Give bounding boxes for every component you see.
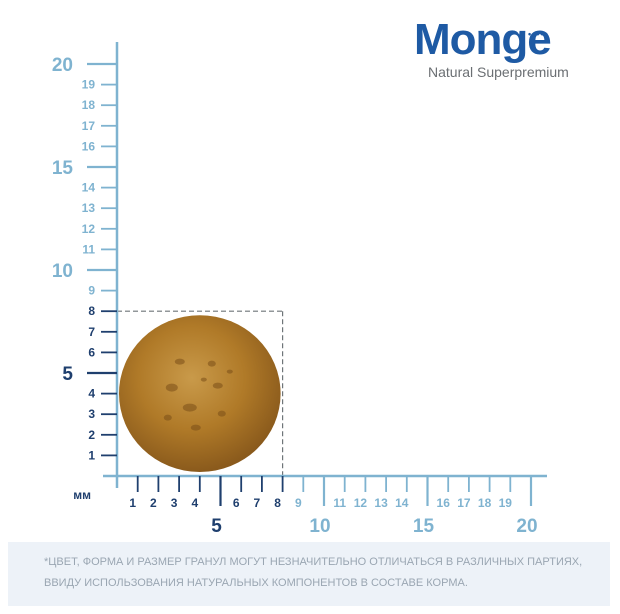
- unit-label: мм: [73, 488, 91, 502]
- footnote-line-1: *ЦВЕТ, ФОРМА И РАЗМЕР ГРАНУЛ МОГУТ НЕЗНА…: [44, 556, 583, 568]
- y-tick-label-9: 9: [88, 284, 95, 298]
- x-tick-label-9: 9: [295, 496, 302, 510]
- kibble-texture-spot: [217, 410, 226, 417]
- brand-tagline: Natural Superpremium: [428, 64, 569, 80]
- y-tick-label-3: 3: [88, 407, 95, 421]
- x-tick-label-11: 11: [333, 496, 346, 510]
- y-major-label-5: 5: [62, 364, 73, 385]
- y-tick-label-7: 7: [88, 325, 95, 339]
- y-tick-label-8: 8: [88, 304, 95, 318]
- kibble-texture-spot: [200, 377, 207, 382]
- footnote-line-2: ВВИДУ ИСПОЛЬЗОВАНИЯ НАТУРАЛЬНЫХ КОМПОНЕН…: [44, 577, 468, 589]
- kibble-texture-spot: [163, 414, 172, 421]
- kibble-texture-spot: [182, 403, 197, 412]
- x-major-label-5: 5: [211, 516, 222, 537]
- x-tick-label-4: 4: [191, 496, 198, 510]
- y-tick-label-14: 14: [82, 181, 96, 195]
- brand-name: Monge •••••: [414, 18, 604, 62]
- y-major-label-20: 20: [52, 55, 73, 76]
- x-tick-label-1: 1: [129, 496, 136, 510]
- y-tick-label-1: 1: [88, 448, 95, 462]
- y-tick-label-16: 16: [82, 139, 96, 153]
- brand-logo: Monge ••••• Natural Superpremium: [414, 18, 604, 81]
- x-tick-label-12: 12: [354, 496, 368, 510]
- y-tick-label-4: 4: [88, 387, 95, 401]
- kibble-texture-spot: [207, 360, 216, 367]
- kibble-texture-spot: [190, 424, 201, 431]
- y-tick-label-18: 18: [82, 98, 96, 112]
- y-tick-label-2: 2: [88, 428, 95, 442]
- x-tick-label-16: 16: [437, 496, 451, 510]
- y-major-label-10: 10: [52, 261, 73, 282]
- x-major-label-20: 20: [516, 516, 537, 537]
- y-tick-label-19: 19: [82, 78, 96, 92]
- x-tick-label-18: 18: [478, 496, 492, 510]
- x-major-label-10: 10: [309, 516, 330, 537]
- kibble-texture-spot: [165, 383, 178, 392]
- x-tick-label-6: 6: [233, 496, 240, 510]
- y-tick-label-17: 17: [82, 119, 96, 133]
- x-tick-label-14: 14: [395, 496, 409, 510]
- y-tick-label-6: 6: [88, 345, 95, 359]
- kibble-texture-spot: [212, 382, 223, 389]
- y-major-label-15: 15: [52, 158, 74, 179]
- x-tick-label-13: 13: [374, 496, 388, 510]
- x-tick-label-19: 19: [499, 496, 513, 510]
- disclaimer-footnote: *ЦВЕТ, ФОРМА И РАЗМЕР ГРАНУЛ МОГУТ НЕЗНА…: [8, 542, 610, 606]
- x-tick-label-7: 7: [254, 496, 261, 510]
- y-tick-label-13: 13: [82, 201, 96, 215]
- y-tick-label-11: 11: [82, 242, 95, 256]
- kibble-texture-spot: [226, 369, 233, 374]
- x-tick-label-17: 17: [457, 496, 471, 510]
- y-tick-label-12: 12: [82, 222, 96, 236]
- x-tick-label-8: 8: [274, 496, 281, 510]
- x-major-label-15: 15: [413, 516, 435, 537]
- kibble-texture-spot: [174, 358, 185, 365]
- crown-icon: •••••: [528, 29, 549, 39]
- kibble-granule: [119, 315, 281, 472]
- x-tick-label-2: 2: [150, 496, 157, 510]
- x-tick-label-3: 3: [171, 496, 178, 510]
